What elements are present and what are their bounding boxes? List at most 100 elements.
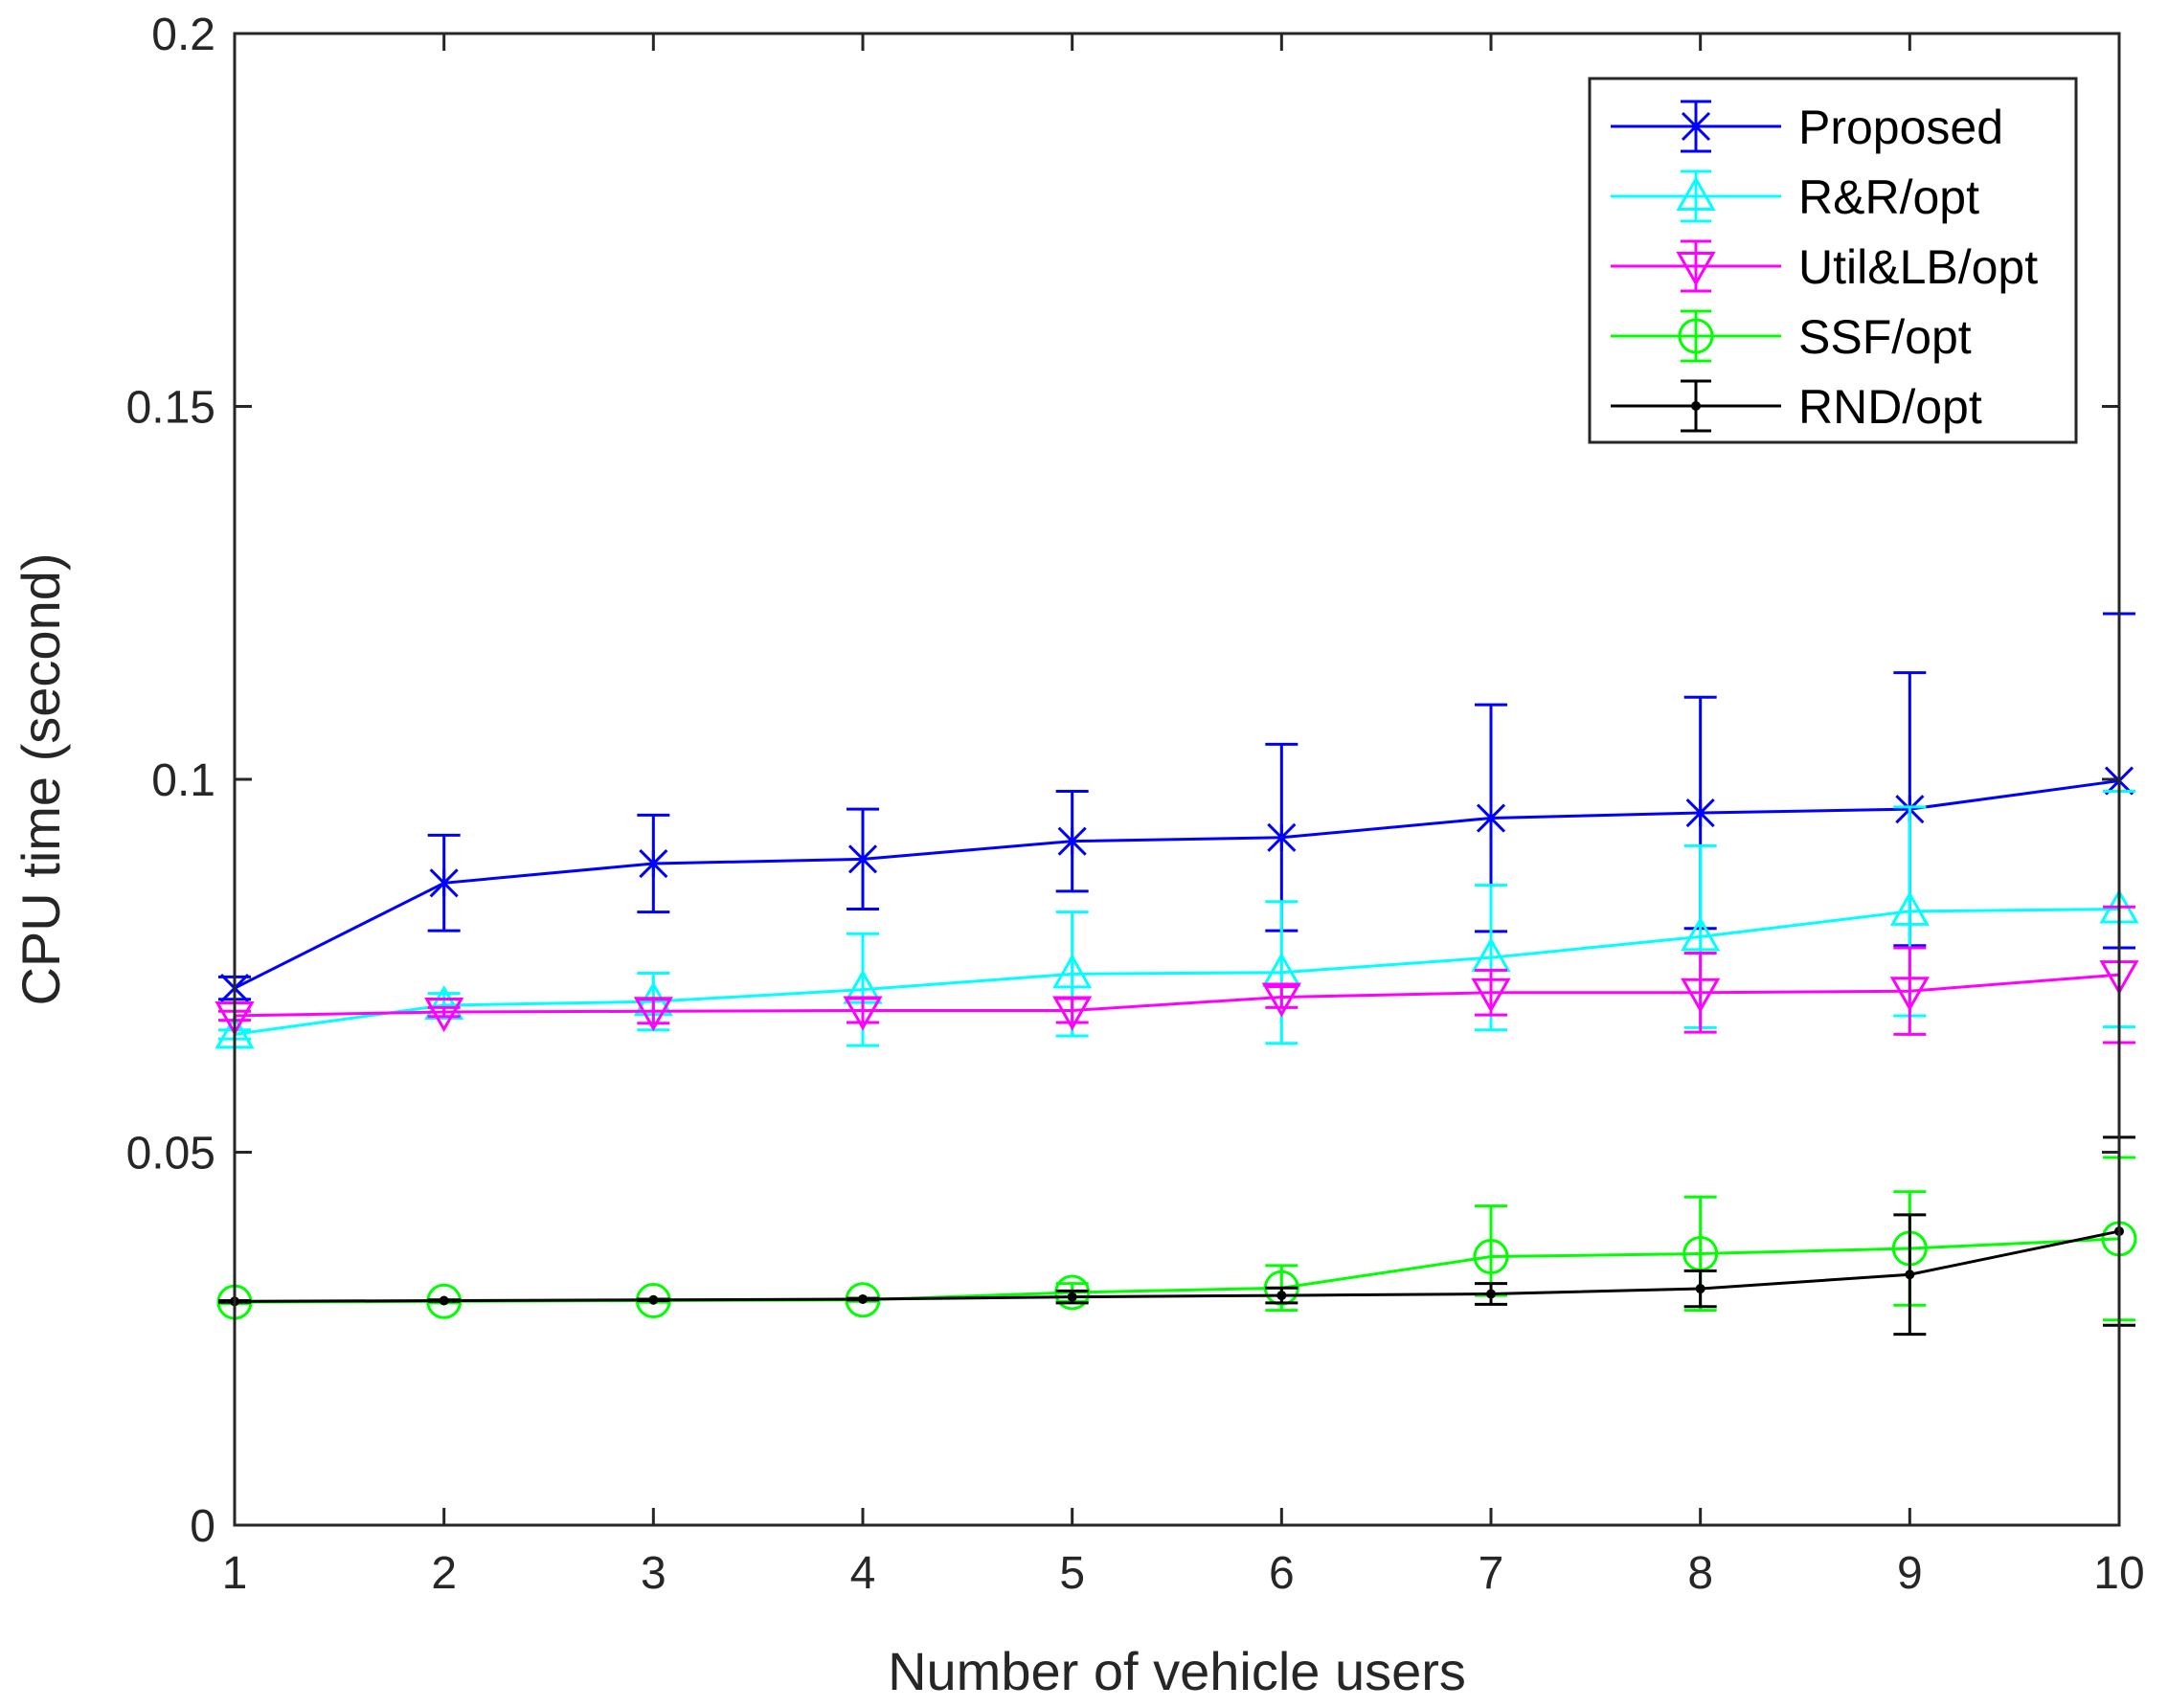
data-point <box>1276 1291 1287 1301</box>
data-point <box>1889 977 1930 1012</box>
marker-shape <box>1067 1292 1077 1302</box>
legend-marker <box>1676 252 1716 287</box>
legend-label: Proposed <box>1798 101 2003 154</box>
marker-shape <box>1681 978 1721 1013</box>
data-point <box>1473 1239 1509 1275</box>
marker-shape <box>1276 1291 1287 1301</box>
legend-marker <box>1691 401 1701 411</box>
legend-entry-R&R/opt: R&R/opt <box>1611 169 1979 224</box>
marker-shape <box>424 998 464 1033</box>
marker-shape <box>1052 996 1093 1031</box>
data-point <box>1905 1270 1915 1280</box>
marker-shape <box>439 1295 449 1306</box>
error-bar <box>1265 900 1299 1045</box>
data-point <box>1057 826 1087 856</box>
data-point <box>1476 803 1506 833</box>
data-point <box>843 996 883 1031</box>
data-point <box>439 1295 449 1306</box>
legend-label: SSF/opt <box>1798 310 1972 364</box>
marker-shape <box>1471 978 1511 1013</box>
marker-shape <box>1476 803 1506 833</box>
x-tick-label: 6 <box>1269 1548 1295 1599</box>
legend-marker <box>1681 111 1711 142</box>
y-tick-label: 0.1 <box>151 755 215 806</box>
marker-shape <box>1676 252 1716 287</box>
series-Proposed <box>218 612 2135 1003</box>
data-point <box>1486 1289 1496 1299</box>
marker-shape <box>424 985 464 1021</box>
marker-shape <box>1695 1284 1705 1294</box>
x-tick-label: 2 <box>431 1548 457 1599</box>
marker-shape <box>858 1293 868 1304</box>
x-tick-label: 5 <box>1059 1548 1085 1599</box>
marker-shape <box>1681 916 1721 952</box>
marker-shape <box>1678 318 1714 354</box>
marker-shape <box>847 844 878 874</box>
error-bar <box>1683 952 1717 1034</box>
x-tick-label: 4 <box>850 1548 876 1599</box>
marker-shape <box>1057 826 1087 856</box>
marker-shape <box>1889 977 1930 1012</box>
legend-label: R&R/opt <box>1798 170 1979 224</box>
data-point <box>1889 890 1930 926</box>
data-point <box>1052 954 1093 989</box>
marker-shape <box>1676 175 1716 211</box>
data-point <box>1067 1292 1077 1302</box>
y-tick-label: 0 <box>190 1501 215 1552</box>
x-tick-label: 7 <box>1479 1548 1504 1599</box>
marker-shape <box>429 868 459 898</box>
series-line <box>234 973 2120 1018</box>
legend: Proposed R&R/opt Util&LB/opt SSF/opt RND/opt <box>1588 77 2078 444</box>
marker-shape <box>843 996 883 1031</box>
y-tick-label: 0.2 <box>151 10 215 60</box>
marker-shape <box>1905 1270 1915 1280</box>
series-line <box>234 908 2120 1036</box>
marker-shape <box>1267 822 1297 852</box>
data-point <box>1685 798 1715 828</box>
data-point <box>424 998 464 1033</box>
marker-shape <box>1473 1239 1509 1275</box>
x-tick-label: 8 <box>1687 1548 1713 1599</box>
legend-box <box>1588 77 2078 444</box>
data-point <box>633 997 673 1032</box>
marker-shape <box>1691 401 1701 411</box>
series-line <box>234 779 2120 990</box>
data-point <box>1681 916 1721 952</box>
data-point <box>639 848 668 879</box>
marker-shape <box>1685 798 1715 828</box>
marker-shape <box>633 997 673 1032</box>
marker-shape <box>1054 1274 1091 1311</box>
legend-entry-RND/opt: RND/opt <box>1611 379 1982 434</box>
legend-marker <box>1678 318 1714 354</box>
x-tick-label: 10 <box>2093 1548 2144 1599</box>
y-tick-label: 0.15 <box>126 383 215 434</box>
data-point <box>429 868 459 898</box>
legend-entry-Util&LB/opt: Util&LB/opt <box>1611 239 2038 294</box>
legend-entry-Proposed: Proposed <box>1611 100 2003 154</box>
x-axis-label: Number of vehicle users <box>888 1641 1466 1701</box>
plot-marks <box>215 612 2139 1337</box>
legend-marker <box>1676 175 1716 211</box>
marker-shape <box>1681 111 1711 142</box>
y-tick-label: 0.05 <box>126 1129 215 1180</box>
data-point <box>847 844 878 874</box>
marker-shape <box>648 1294 659 1305</box>
data-point <box>1695 1284 1705 1294</box>
data-point <box>1052 996 1093 1031</box>
data-point <box>1261 982 1301 1018</box>
y-axis-label: CPU time (second) <box>11 552 71 1005</box>
legend-entry-SSF/opt: SSF/opt <box>1611 309 1972 364</box>
axis-ticks: 1 2 3 4 5 6 7 8 9 10 0 0.05 0.1 0.15 0.2 <box>126 10 2145 1599</box>
marker-shape <box>1052 954 1093 989</box>
marker-shape <box>1889 890 1930 926</box>
legend-label: RND/opt <box>1798 380 1982 434</box>
error-bar <box>1265 985 1299 1009</box>
data-point <box>1681 978 1721 1013</box>
x-tick-label: 3 <box>641 1548 666 1599</box>
series-line <box>234 1229 2120 1303</box>
marker-shape <box>639 848 668 879</box>
data-point <box>648 1294 659 1305</box>
data-point <box>1267 822 1297 852</box>
marker-shape <box>1261 982 1301 1018</box>
data-point <box>1471 978 1511 1013</box>
